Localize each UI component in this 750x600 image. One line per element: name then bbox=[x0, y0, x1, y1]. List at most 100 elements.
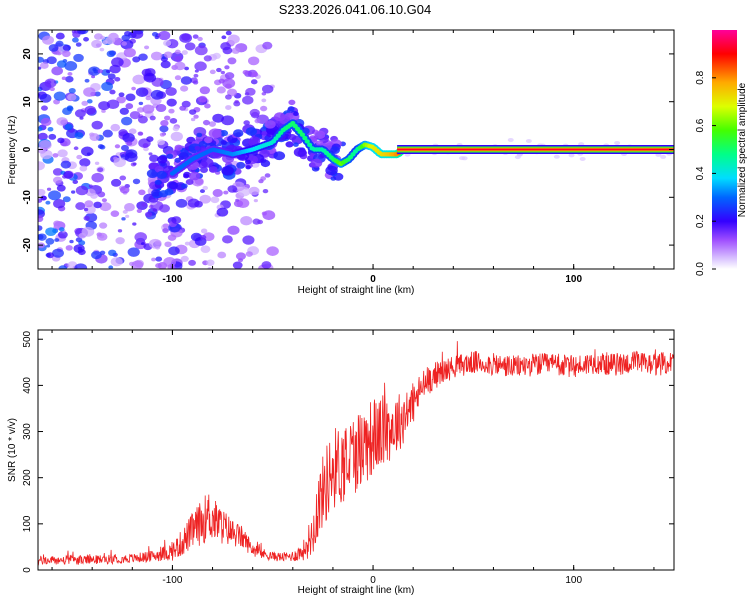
colorbar-tick-label: 0.0 bbox=[695, 262, 706, 276]
y-tick-label: 100 bbox=[22, 515, 33, 532]
noise-blob bbox=[149, 115, 156, 121]
noise-blob bbox=[68, 88, 76, 94]
noise-blob bbox=[226, 88, 238, 97]
noise-blob bbox=[96, 232, 108, 241]
noise-blob bbox=[261, 211, 267, 216]
noise-blob bbox=[174, 157, 181, 163]
noise-blob bbox=[174, 75, 182, 81]
noise-blob bbox=[525, 138, 532, 143]
noise-blob bbox=[62, 44, 71, 51]
noise-blob bbox=[174, 49, 181, 55]
noise-blob bbox=[261, 261, 272, 269]
noise-blob bbox=[227, 57, 237, 65]
noise-blob bbox=[159, 125, 169, 133]
noise-blob bbox=[212, 113, 225, 123]
noise-blob bbox=[40, 117, 52, 127]
noise-blob bbox=[110, 123, 121, 132]
noise-blob bbox=[39, 93, 52, 103]
noise-blob bbox=[53, 220, 61, 227]
noise-blob bbox=[84, 200, 94, 208]
spectrogram-y-ticks: -20 -10 0 10 20 bbox=[22, 48, 674, 252]
noise-blob bbox=[52, 168, 63, 176]
noise-blob bbox=[113, 157, 126, 168]
noise-blob bbox=[155, 103, 167, 113]
noise-blob bbox=[240, 216, 253, 226]
noise-blob bbox=[250, 79, 258, 85]
noise-blob bbox=[79, 165, 88, 172]
noise-blob bbox=[38, 225, 43, 231]
noise-blob bbox=[121, 144, 129, 152]
noise-blob bbox=[84, 205, 96, 215]
noise-blob bbox=[73, 53, 84, 63]
noise-blob bbox=[223, 190, 229, 195]
noise-blob bbox=[64, 123, 73, 131]
noise-blob bbox=[188, 171, 201, 181]
noise-blob bbox=[222, 235, 233, 244]
noise-blob bbox=[132, 74, 146, 85]
noise-blob bbox=[67, 72, 73, 76]
noise-blob bbox=[169, 117, 178, 124]
noise-blob bbox=[507, 137, 514, 142]
noise-blob bbox=[156, 170, 168, 179]
noise-blob bbox=[76, 154, 83, 160]
noise-blob bbox=[151, 189, 161, 197]
noise-blob bbox=[48, 133, 57, 140]
x-tick-label: -100 bbox=[162, 575, 182, 586]
noise-blob bbox=[75, 42, 82, 47]
noise-blob bbox=[249, 108, 260, 117]
colorbar-tick-label: 0.6 bbox=[695, 118, 706, 132]
noise-blob bbox=[459, 156, 466, 161]
noise-blob bbox=[38, 66, 42, 70]
noise-blob bbox=[55, 40, 64, 47]
colorbar: 0.0 0.2 0.4 0.6 0.8 Normalized spectral ampl… bbox=[695, 30, 748, 276]
noise-blob bbox=[232, 261, 243, 269]
noise-blob bbox=[253, 198, 258, 203]
noise-blob bbox=[38, 188, 46, 196]
noise-blob bbox=[225, 105, 232, 111]
noise-blob bbox=[72, 37, 79, 43]
noise-blob bbox=[174, 61, 186, 71]
noise-blob bbox=[90, 192, 98, 199]
noise-blob bbox=[132, 162, 137, 166]
noise-blob bbox=[261, 130, 268, 136]
noise-blob bbox=[148, 152, 153, 156]
noise-blob bbox=[57, 149, 68, 158]
noise-blob bbox=[110, 210, 120, 217]
noise-blob bbox=[293, 147, 307, 158]
noise-blob bbox=[260, 105, 268, 112]
noise-blob bbox=[202, 232, 215, 242]
noise-blob bbox=[117, 229, 123, 233]
noise-blob bbox=[200, 228, 208, 234]
noise-blob bbox=[227, 225, 240, 235]
noise-blob bbox=[78, 240, 86, 246]
ridge-core bbox=[299, 132, 306, 137]
noise-blob bbox=[101, 109, 106, 113]
noise-blob bbox=[194, 61, 207, 71]
colorbar-tick-label: 0.4 bbox=[695, 166, 706, 180]
noise-blob bbox=[125, 214, 130, 218]
noise-blob bbox=[262, 189, 269, 194]
noise-blob bbox=[74, 263, 88, 269]
noise-blob bbox=[38, 161, 45, 171]
noise-blob bbox=[56, 60, 67, 68]
noise-blob bbox=[264, 173, 271, 178]
noise-blob bbox=[74, 109, 86, 118]
noise-blob bbox=[79, 158, 91, 167]
noise-blob bbox=[40, 195, 47, 201]
noise-blob bbox=[155, 263, 162, 269]
noise-blob bbox=[163, 51, 173, 59]
noise-blob bbox=[115, 237, 125, 245]
noise-blob bbox=[38, 140, 52, 150]
colorbar-tick-label: 0.2 bbox=[695, 214, 706, 228]
noise-blob bbox=[70, 190, 76, 194]
noise-blob bbox=[121, 116, 133, 126]
y-tick-label: 300 bbox=[22, 423, 33, 440]
noise-blob bbox=[199, 189, 205, 194]
noise-blob bbox=[46, 187, 52, 191]
noise-blob bbox=[168, 246, 180, 256]
noise-blob bbox=[86, 99, 93, 104]
y-tick-label: 200 bbox=[22, 469, 33, 486]
noise-blob bbox=[97, 191, 106, 198]
noise-blob bbox=[194, 146, 201, 151]
noise-blob bbox=[156, 155, 168, 164]
